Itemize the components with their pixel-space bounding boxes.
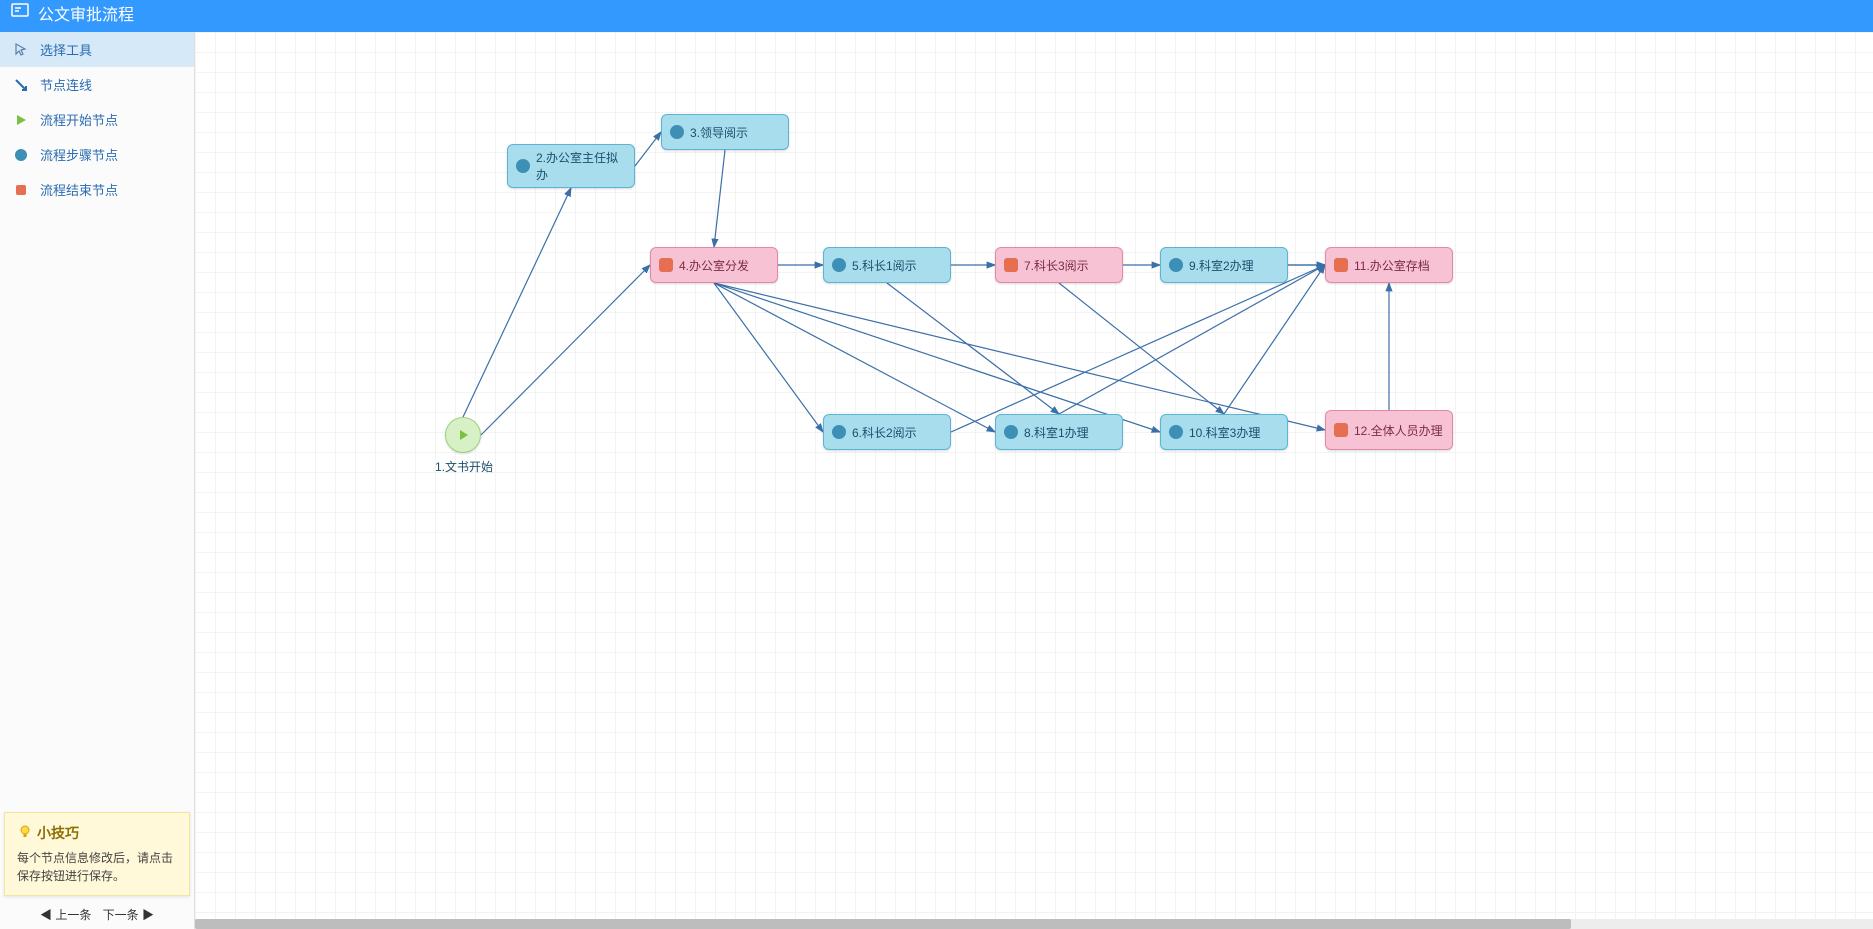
tool-start[interactable]: 流程开始节点 [0,102,194,137]
edges-layer [195,32,1873,929]
node-marker [1169,425,1183,439]
flow-node-n8[interactable]: 8.科室1办理 [995,414,1123,450]
flow-node-n7[interactable]: 7.科长3阅示 [995,247,1123,283]
flow-node-n12[interactable]: 12.全体人员办理 [1325,410,1453,450]
edge [481,265,650,435]
edge [1224,265,1325,414]
start-icon [12,111,30,129]
flowchart-canvas[interactable]: 1.文书开始 2.办公室主任拟办 3.领导阅示 4.办公室分发 5.科长1阅示 6.科长2… [195,32,1873,929]
horizontal-scrollbar[interactable] [195,919,1873,929]
tool-label: 选择工具 [40,40,92,59]
flow-node-n3[interactable]: 3.领导阅示 [661,114,789,150]
node-marker [516,159,530,173]
select-icon [12,41,30,59]
edge [635,132,661,166]
edge [463,188,571,417]
tips-title: 小技巧 [37,823,79,843]
workflow-icon [10,0,30,32]
node-label: 7.科长3阅示 [1024,257,1089,274]
flow-node-n11[interactable]: 11.办公室存档 [1325,247,1453,283]
tips-body: 每个节点信息修改后，请点击保存按钮进行保存。 [17,849,177,885]
edge [1059,283,1224,414]
edge [714,283,1325,430]
flow-node-n9[interactable]: 9.科室2办理 [1160,247,1288,283]
tips-box: 小技巧 每个节点信息修改后，请点击保存按钮进行保存。 [4,812,190,896]
node-label: 10.科室3办理 [1189,424,1260,441]
tool-connect[interactable]: 节点连线 [0,67,194,102]
node-marker [659,258,673,272]
edge [714,283,995,432]
flow-node-n5[interactable]: 5.科长1阅示 [823,247,951,283]
tool-label: 流程开始节点 [40,110,118,129]
node-marker [670,125,684,139]
node-label: 3.领导阅示 [690,124,748,141]
tool-label: 节点连线 [40,75,92,94]
end-icon [12,181,30,199]
tool-select[interactable]: 选择工具 [0,32,194,67]
page-title: 公文审批流程 [38,0,134,32]
node-marker [1004,425,1018,439]
node-marker [1169,258,1183,272]
flow-node-n2[interactable]: 2.办公室主任拟办 [507,144,635,188]
edge [1059,265,1325,414]
connect-icon [12,76,30,94]
node-label: 12.全体人员办理 [1354,422,1443,439]
node-marker [832,425,846,439]
node-marker [1334,258,1348,272]
start-node[interactable] [445,417,481,453]
node-marker [832,258,846,272]
tool-end[interactable]: 流程结束节点 [0,172,194,207]
tool-step[interactable]: 流程步骤节点 [0,137,194,172]
node-label: 8.科室1办理 [1024,424,1089,441]
edge [714,283,1160,432]
node-marker [1004,258,1018,272]
scrollbar-thumb[interactable] [195,919,1571,929]
flow-node-n6[interactable]: 6.科长2阅示 [823,414,951,450]
node-marker [1334,423,1348,437]
edge [714,150,725,247]
nav-row: ◀ 上一条 下一条 ▶ [0,900,194,929]
node-label: 6.科长2阅示 [852,424,917,441]
step-icon [12,146,30,164]
lightbulb-icon [17,824,33,843]
edge [714,283,823,432]
node-label: 5.科长1阅示 [852,257,917,274]
flow-node-n4[interactable]: 4.办公室分发 [650,247,778,283]
node-label: 2.办公室主任拟办 [536,149,626,183]
tool-palette: 选择工具节点连线流程开始节点流程步骤节点流程结束节点 [0,32,194,808]
edge [951,265,1325,432]
prev-button[interactable]: ◀ 上一条 [40,908,91,922]
sidebar: 选择工具节点连线流程开始节点流程步骤节点流程结束节点 小技巧 每个节点信息修改后… [0,32,195,929]
start-node-label: 1.文书开始 [435,458,493,475]
tool-label: 流程结束节点 [40,180,118,199]
node-label: 4.办公室分发 [679,257,749,274]
tool-label: 流程步骤节点 [40,145,118,164]
next-button[interactable]: 下一条 ▶ [103,908,154,922]
node-label: 11.办公室存档 [1354,257,1430,274]
node-label: 9.科室2办理 [1189,257,1254,274]
edge [887,283,1059,414]
header-bar: 公文审批流程 [0,0,1873,32]
flow-node-n10[interactable]: 10.科室3办理 [1160,414,1288,450]
